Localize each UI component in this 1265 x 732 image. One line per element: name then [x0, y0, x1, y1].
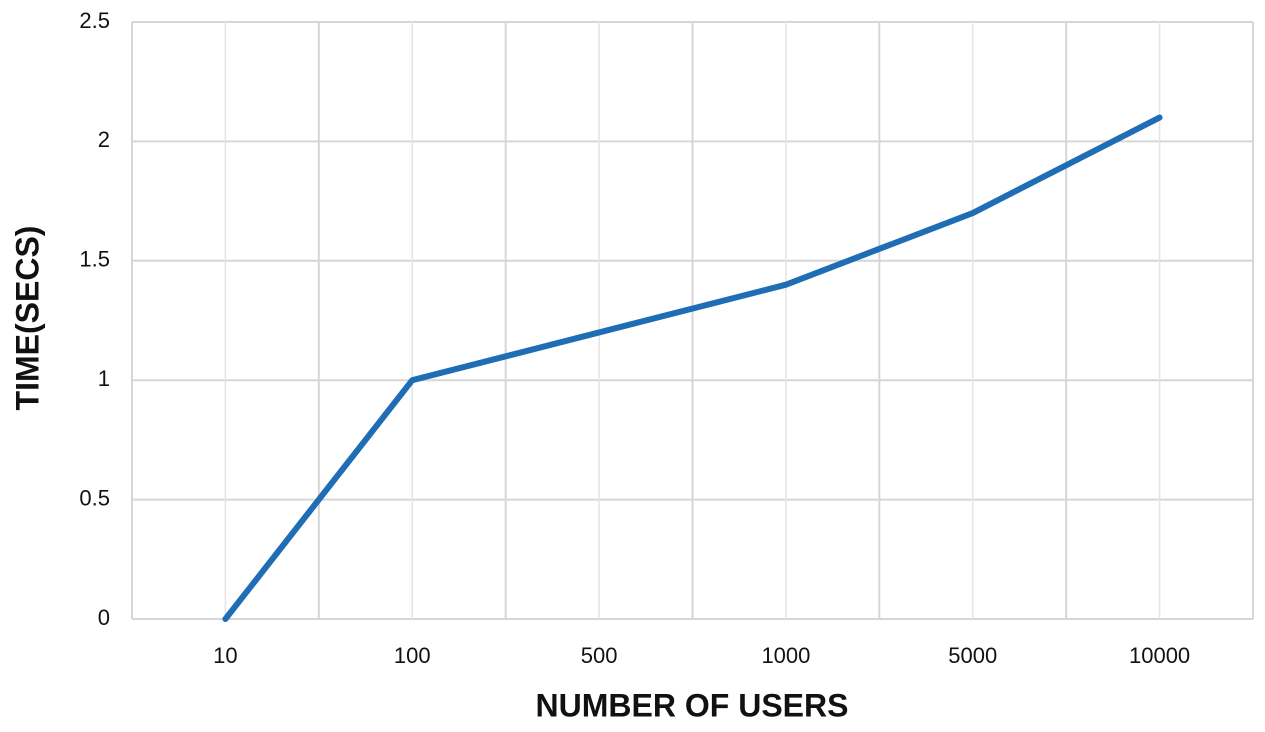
y-tick-label: 1.5: [79, 247, 110, 272]
data-line: [222, 114, 1163, 622]
y-tick-label: 2.5: [79, 8, 110, 33]
x-tick-label: 1000: [761, 643, 810, 668]
x-tick-label: 500: [581, 643, 618, 668]
x-tick-label: 5000: [948, 643, 997, 668]
x-axis-title: NUMBER OF USERS: [536, 687, 849, 723]
y-axis-title: TIME(SECS): [9, 226, 45, 411]
x-tick-label: 10: [213, 643, 237, 668]
y-tick-label: 1: [98, 366, 110, 391]
y-tick-label: 2: [98, 127, 110, 152]
y-tick-label: 0.5: [79, 485, 110, 510]
x-tick-label: 10000: [1129, 643, 1190, 668]
y-tick-label: 0: [98, 605, 110, 630]
x-tick-label: 100: [394, 643, 431, 668]
